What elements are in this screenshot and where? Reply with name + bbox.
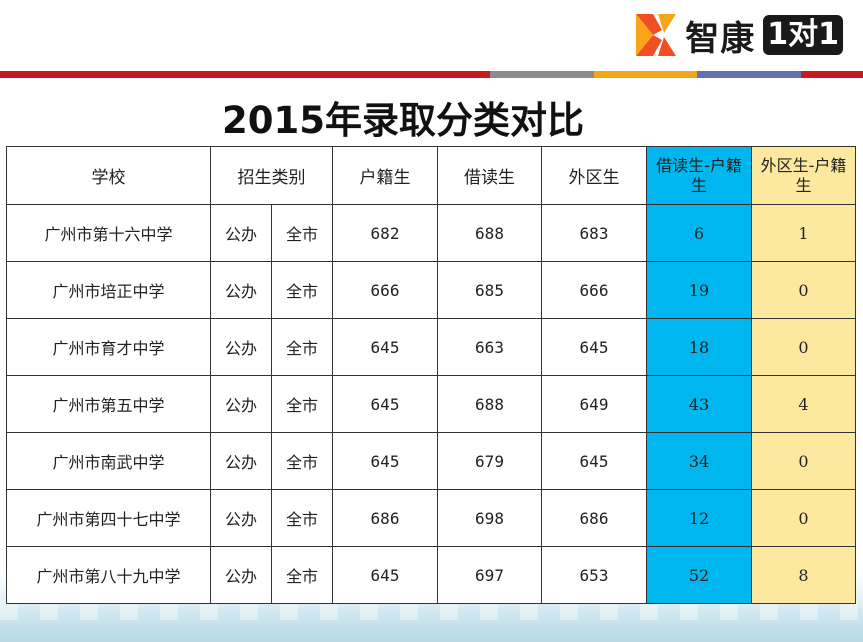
cell-diff-jiedu: 6 bbox=[646, 204, 752, 262]
cell-diff-jiedu: 43 bbox=[646, 375, 752, 433]
cell-type: 公办 bbox=[210, 546, 272, 604]
cell-diff-waiqu: 1 bbox=[751, 204, 856, 262]
table-row: 广州市第五中学 公办 全市 645 688 649 43 4 bbox=[6, 375, 856, 433]
cell-scope: 全市 bbox=[271, 204, 333, 262]
cell-type: 公办 bbox=[210, 375, 272, 433]
header-diff-waiqu: 外区生-户籍生 bbox=[751, 146, 856, 205]
cell-diff-waiqu: 0 bbox=[751, 432, 856, 490]
brand-logo: 智康 1对1 bbox=[633, 12, 843, 59]
page-title: 2015年录取分类对比 bbox=[222, 99, 584, 142]
cell-scope: 全市 bbox=[271, 489, 333, 547]
cell-huji: 682 bbox=[332, 204, 438, 262]
cell-diff-waiqu: 0 bbox=[751, 318, 856, 376]
cell-jiedu: 685 bbox=[437, 261, 542, 319]
cell-waiqu: 653 bbox=[541, 546, 647, 604]
cell-school: 广州市第八十九中学 bbox=[6, 546, 211, 604]
cell-huji: 645 bbox=[332, 546, 438, 604]
cell-huji: 645 bbox=[332, 432, 438, 490]
cell-diff-waiqu: 8 bbox=[751, 546, 856, 604]
cell-diff-waiqu: 0 bbox=[751, 489, 856, 547]
cell-scope: 全市 bbox=[271, 261, 333, 319]
cell-school: 广州市第四十七中学 bbox=[6, 489, 211, 547]
table-row: 广州市南武中学 公办 全市 645 679 645 34 0 bbox=[6, 432, 856, 490]
table-row: 广州市育才中学 公办 全市 645 663 645 18 0 bbox=[6, 318, 856, 376]
header-huji: 户籍生 bbox=[332, 146, 438, 205]
cell-diff-waiqu: 4 bbox=[751, 375, 856, 433]
header-school: 学校 bbox=[6, 146, 211, 205]
cell-school: 广州市南武中学 bbox=[6, 432, 211, 490]
cell-type: 公办 bbox=[210, 489, 272, 547]
header-diff-jiedu: 借读生-户籍生 bbox=[646, 146, 752, 205]
cell-type: 公办 bbox=[210, 318, 272, 376]
cell-huji: 645 bbox=[332, 318, 438, 376]
cell-jiedu: 688 bbox=[437, 204, 542, 262]
table-row: 广州市第八十九中学 公办 全市 645 697 653 52 8 bbox=[6, 546, 856, 604]
header-waiqu: 外区生 bbox=[541, 146, 647, 205]
cell-diff-jiedu: 34 bbox=[646, 432, 752, 490]
cell-diff-jiedu: 52 bbox=[646, 546, 752, 604]
cell-school: 广州市第五中学 bbox=[6, 375, 211, 433]
cell-jiedu: 663 bbox=[437, 318, 542, 376]
cell-scope: 全市 bbox=[271, 546, 333, 604]
cell-diff-jiedu: 18 bbox=[646, 318, 752, 376]
cell-scope: 全市 bbox=[271, 375, 333, 433]
cell-diff-waiqu: 0 bbox=[751, 261, 856, 319]
brand-badge: 1对1 bbox=[763, 15, 843, 55]
cell-waiqu: 683 bbox=[541, 204, 647, 262]
cell-waiqu: 645 bbox=[541, 432, 647, 490]
cell-jiedu: 697 bbox=[437, 546, 542, 604]
cell-type: 公办 bbox=[210, 261, 272, 319]
table-row: 广州市培正中学 公办 全市 666 685 666 19 0 bbox=[6, 261, 856, 319]
cell-scope: 全市 bbox=[271, 432, 333, 490]
header-stripe bbox=[0, 71, 863, 78]
cell-type: 公办 bbox=[210, 204, 272, 262]
table-header-row: 学校 招生类别 户籍生 借读生 外区生 借读生-户籍生 外区生-户籍生 bbox=[6, 146, 856, 205]
cell-huji: 666 bbox=[332, 261, 438, 319]
cell-waiqu: 686 bbox=[541, 489, 647, 547]
cell-waiqu: 645 bbox=[541, 318, 647, 376]
cell-diff-jiedu: 19 bbox=[646, 261, 752, 319]
cell-jiedu: 679 bbox=[437, 432, 542, 490]
cell-type: 公办 bbox=[210, 432, 272, 490]
cell-waiqu: 666 bbox=[541, 261, 647, 319]
logo-mark-icon bbox=[636, 14, 677, 56]
cell-school: 广州市第十六中学 bbox=[6, 204, 211, 262]
cell-scope: 全市 bbox=[271, 318, 333, 376]
cell-school: 广州市育才中学 bbox=[6, 318, 211, 376]
comparison-table: 学校 招生类别 户籍生 借读生 外区生 借读生-户籍生 外区生-户籍生 广州市第… bbox=[6, 146, 856, 604]
cell-school: 广州市培正中学 bbox=[6, 261, 211, 319]
table-row: 广州市第十六中学 公办 全市 682 688 683 6 1 bbox=[6, 204, 856, 262]
cell-waiqu: 649 bbox=[541, 375, 647, 433]
cell-jiedu: 688 bbox=[437, 375, 542, 433]
header-category: 招生类别 bbox=[210, 146, 333, 205]
cell-huji: 645 bbox=[332, 375, 438, 433]
header-jiedu: 借读生 bbox=[437, 146, 542, 205]
cell-diff-jiedu: 12 bbox=[646, 489, 752, 547]
cell-jiedu: 698 bbox=[437, 489, 542, 547]
table-row: 广州市第四十七中学 公办 全市 686 698 686 12 0 bbox=[6, 489, 856, 547]
brand-name: 智康 bbox=[685, 18, 756, 59]
cell-huji: 686 bbox=[332, 489, 438, 547]
